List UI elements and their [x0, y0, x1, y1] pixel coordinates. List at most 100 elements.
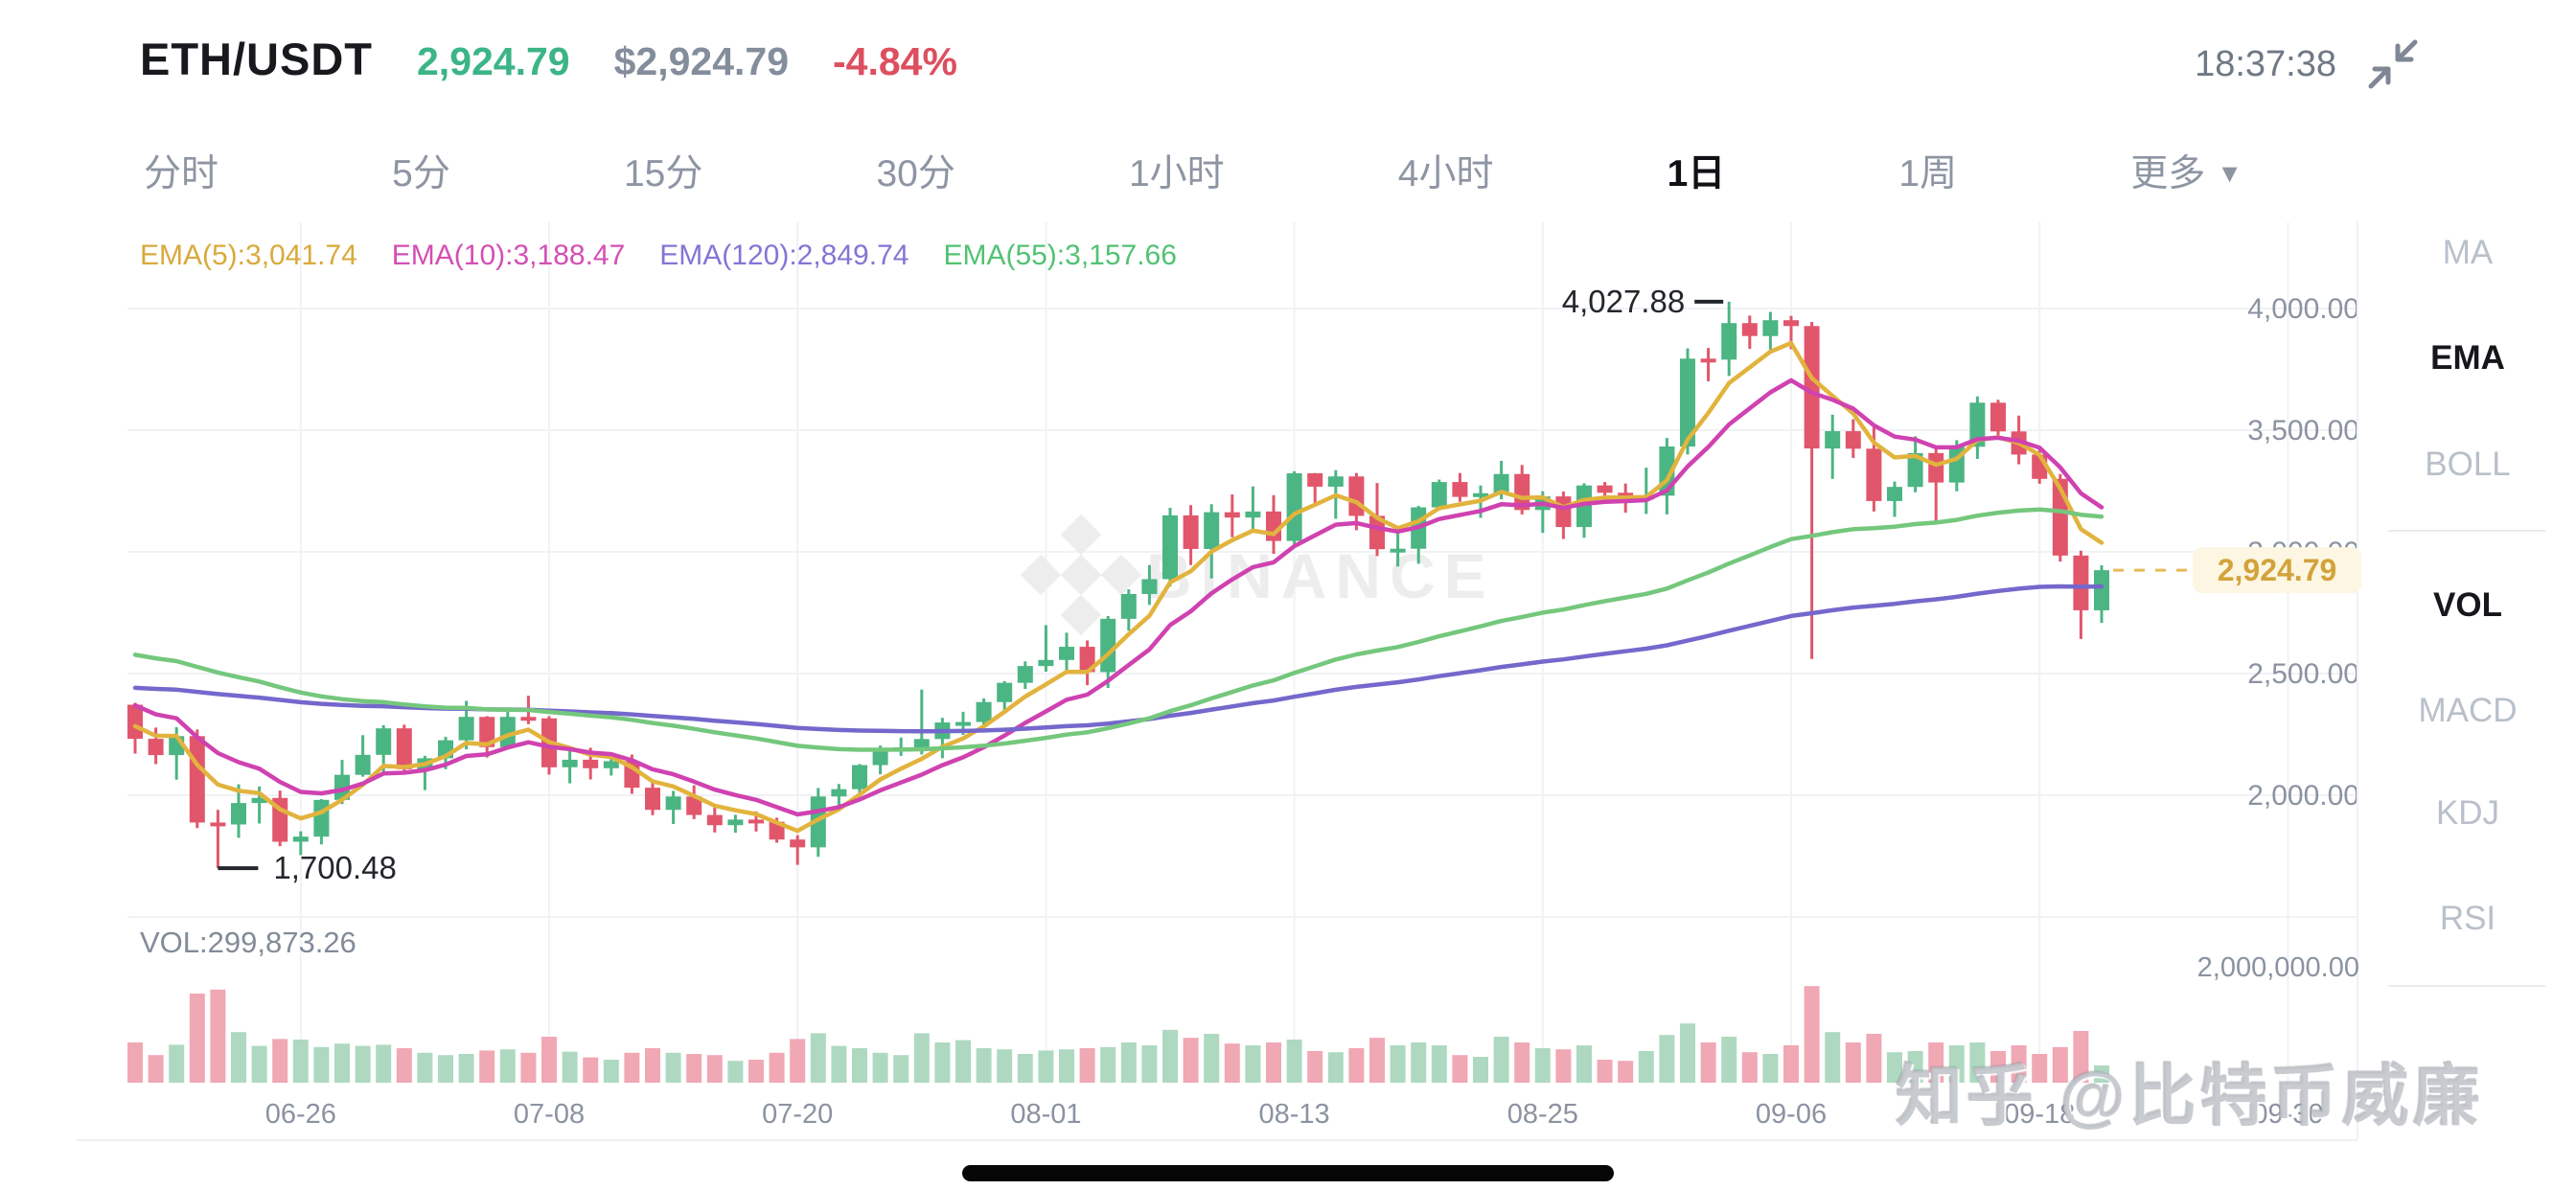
candle-body [1804, 326, 1820, 449]
chevron-down-icon: ▼ [2217, 159, 2242, 188]
tab-4hour[interactable]: 4小时 [1397, 153, 1494, 195]
volume-bar [1141, 1045, 1158, 1083]
volume-axis-label: 2,000,000.00 [2196, 952, 2359, 983]
volume-bar [396, 1048, 412, 1083]
current-price-tag-text: 2,924.79 [2218, 553, 2337, 587]
candle-body [1307, 472, 1323, 487]
candle-body [355, 754, 371, 775]
candlestick-series [127, 301, 2109, 869]
volume-bar [1390, 1045, 1406, 1083]
volume-bar [934, 1042, 951, 1083]
volume-bar [148, 1055, 164, 1083]
candle-body [1141, 579, 1158, 594]
volume-bar [1162, 1029, 1178, 1083]
candle-body [1059, 647, 1074, 660]
candle-body [1783, 320, 1799, 327]
volume-bar [1928, 1042, 1944, 1083]
candle-body [1245, 511, 1261, 518]
tab-1week[interactable]: 1周 [1898, 153, 1958, 195]
candle-body [292, 836, 309, 842]
volume-bar [852, 1048, 867, 1083]
candle-body [603, 761, 619, 768]
sidebar-item-macd[interactable]: MACD [2418, 692, 2518, 729]
sidebar-item-rsi[interactable]: RSI [2439, 900, 2496, 937]
ema5-line [132, 340, 2104, 834]
sidebar-item-kdj[interactable]: KDJ [2435, 794, 2500, 832]
volume-bar [1369, 1038, 1385, 1083]
candle-body [2073, 555, 2089, 610]
volume-bar [189, 994, 205, 1083]
sidebar-item-ema[interactable]: EMA [2430, 339, 2505, 377]
candle-body [562, 759, 578, 767]
sidebar-divider [2388, 985, 2545, 987]
ema55-line [132, 507, 2104, 752]
volume-bar [1286, 1040, 1302, 1083]
tab-more[interactable]: 更多 ▼ [2130, 144, 2242, 197]
volume-bar [1783, 1045, 1799, 1083]
volume-bar [997, 1049, 1013, 1083]
sidebar-item-boll[interactable]: BOLL [2425, 446, 2511, 483]
volume-bar [1327, 1052, 1344, 1083]
volume-bar [1534, 1048, 1551, 1083]
sidebar-item-ma[interactable]: MA [2442, 234, 2494, 271]
candle-body [458, 717, 474, 741]
current-price-tag [2193, 547, 2361, 594]
binance-logo-diamond [1060, 594, 1102, 636]
tab-30min[interactable]: 30分 [876, 153, 955, 195]
x-axis-label: 07-20 [762, 1099, 833, 1130]
sidebar-item-vol[interactable]: VOL [2433, 586, 2502, 624]
volume-bar [231, 1032, 246, 1083]
volume-bar [438, 1055, 453, 1083]
volume-bar [603, 1060, 619, 1083]
candle-body [1100, 618, 1116, 673]
ticker-header: ETH/USDT 2,924.79 $2,924.79 -4.84% [140, 33, 957, 85]
volume-bar [893, 1055, 909, 1083]
volume-bar [251, 1045, 267, 1083]
volume-bar [1721, 1037, 1737, 1083]
volume-bar [376, 1044, 392, 1083]
volume-bar [1555, 1049, 1572, 1083]
volume-bar [913, 1033, 930, 1083]
candle-body [686, 796, 702, 815]
volume-bar [1266, 1042, 1281, 1083]
tab-timeshare[interactable]: 分时 [144, 153, 219, 195]
tab-5min[interactable]: 5分 [392, 153, 450, 195]
volume-bar [624, 1052, 640, 1083]
tab-1hour[interactable]: 1小时 [1128, 153, 1225, 195]
symbol-title: ETH/USDT [140, 34, 373, 84]
candle-body [1017, 666, 1033, 683]
volume-bar [1969, 1042, 1986, 1083]
volume-bar [1618, 1061, 1634, 1083]
collapse-chart-button[interactable] [2363, 36, 2421, 94]
volume-bar [210, 989, 226, 1083]
candle-body [583, 759, 599, 768]
last-price: 2,924.79 [417, 39, 570, 83]
candle-body [1514, 473, 1530, 511]
candle-body [148, 739, 164, 756]
tab-15min[interactable]: 15分 [623, 153, 703, 195]
candle-body [913, 739, 930, 747]
home-indicator[interactable] [962, 1165, 1614, 1181]
candle-body [831, 789, 847, 797]
candle-body [1866, 448, 1882, 501]
usd-price: $2,924.79 [613, 39, 790, 83]
volume-bar [1866, 1034, 1882, 1083]
volume-bar [1990, 1051, 2006, 1083]
candle-body [479, 717, 495, 747]
volume-bar [955, 1040, 971, 1083]
legend-ema120: EMA(120):2,849.74 [659, 240, 909, 271]
volume-bar [1307, 1051, 1323, 1083]
volume-bar [1411, 1042, 1427, 1083]
volume-bar [1038, 1050, 1054, 1083]
candle-body [1721, 323, 1737, 360]
volume-bar [2073, 1031, 2089, 1083]
binance-watermark-text: BINANCE [1146, 540, 1495, 611]
tab-1day[interactable]: 1日 [1667, 153, 1726, 195]
volume-bar [872, 1052, 888, 1083]
candle-body [313, 799, 330, 837]
volume-bar [334, 1043, 350, 1083]
volume-bar [1514, 1042, 1530, 1083]
candle-body [1887, 487, 1902, 501]
volume-bar [2052, 1046, 2068, 1083]
